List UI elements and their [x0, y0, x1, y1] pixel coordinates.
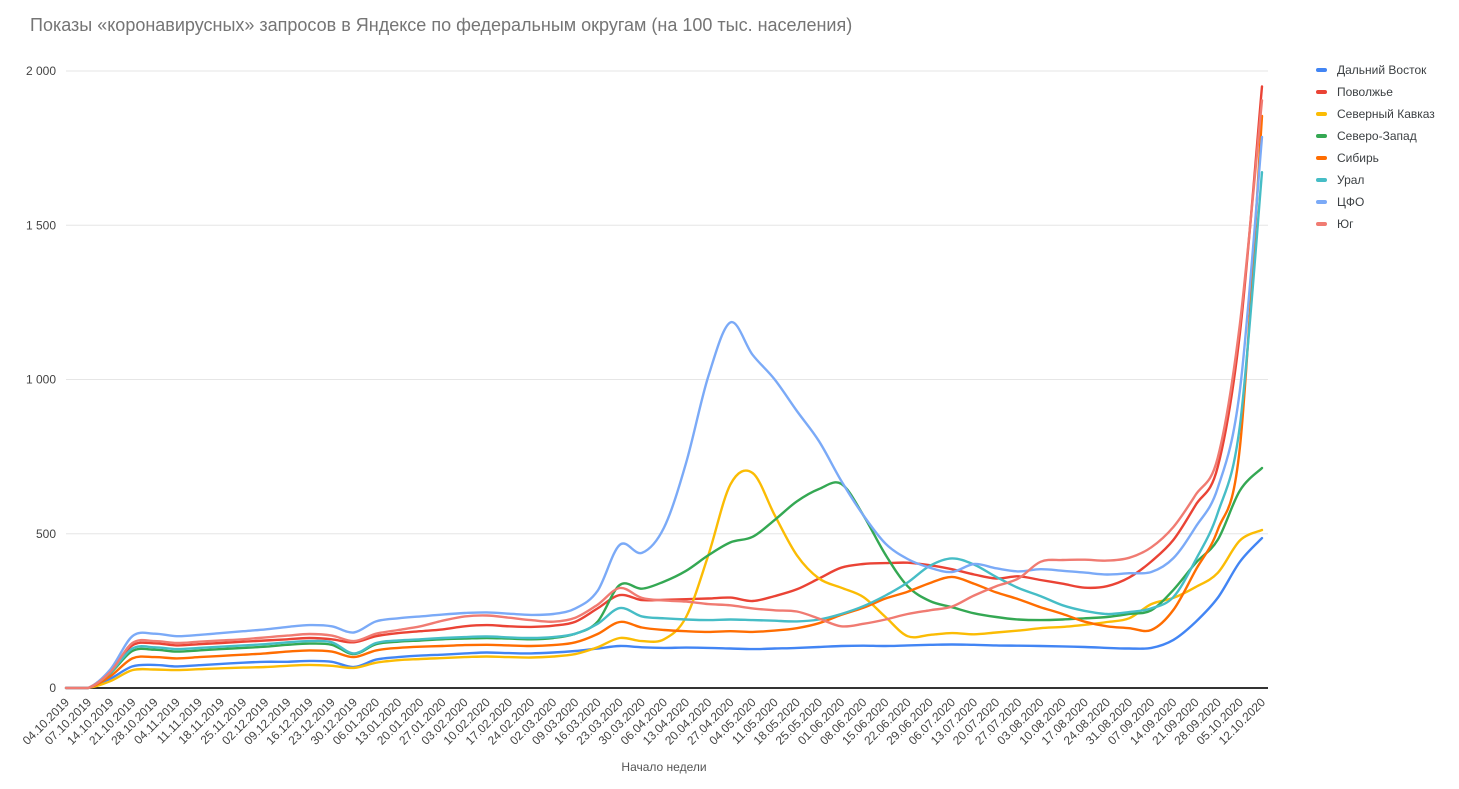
y-tick-label: 500 [36, 527, 56, 541]
series-line-ЦФО [64, 135, 1264, 690]
legend-swatch-icon [1316, 156, 1327, 160]
legend-item: Сибирь [1316, 147, 1435, 169]
legend-label: Поволжье [1337, 85, 1393, 99]
y-tick-label: 2 000 [26, 64, 56, 78]
series-line-Северо-Запад [64, 466, 1264, 690]
legend-label: Северо-Запад [1337, 129, 1417, 143]
series-line-Северный Кавказ [64, 469, 1264, 690]
x-axis-title: Начало недели [621, 760, 707, 774]
series-line-Дальний Восток [64, 536, 1264, 690]
legend-label: Юг [1337, 217, 1354, 231]
legend-label: Дальний Восток [1337, 63, 1427, 77]
legend-swatch-icon [1316, 134, 1327, 138]
y-tick-label: 1 500 [26, 218, 56, 232]
series-line-Юг [64, 99, 1264, 690]
legend-swatch-icon [1316, 200, 1327, 204]
legend-item: Поволжье [1316, 81, 1435, 103]
legend-swatch-icon [1316, 112, 1327, 116]
legend-item: ЦФО [1316, 191, 1435, 213]
legend-item: Дальний Восток [1316, 59, 1435, 81]
y-tick-label: 1 000 [26, 373, 56, 387]
legend-swatch-icon [1316, 222, 1327, 226]
legend-item: Северный Кавказ [1316, 103, 1435, 125]
legend-item: Северо-Запад [1316, 125, 1435, 147]
chart-title: Показы «коронавирусных» запросов в Яндек… [30, 15, 853, 35]
legend-swatch-icon [1316, 90, 1327, 94]
legend-label: Сибирь [1337, 151, 1379, 165]
series-line-Урал [64, 171, 1264, 690]
legend-swatch-icon [1316, 68, 1327, 72]
series-line-Сибирь [64, 114, 1264, 690]
legend-swatch-icon [1316, 178, 1327, 182]
legend-item: Юг [1316, 213, 1435, 235]
legend-label: Урал [1337, 173, 1365, 187]
y-tick-label: 0 [49, 681, 56, 695]
chart-legend: Дальний Восток Поволжье Северный Кавказ Сев… [1316, 59, 1435, 235]
legend-item: Урал [1316, 169, 1435, 191]
legend-label: Северный Кавказ [1337, 107, 1435, 121]
legend-label: ЦФО [1337, 195, 1365, 209]
series-line-Поволжье [64, 85, 1264, 690]
